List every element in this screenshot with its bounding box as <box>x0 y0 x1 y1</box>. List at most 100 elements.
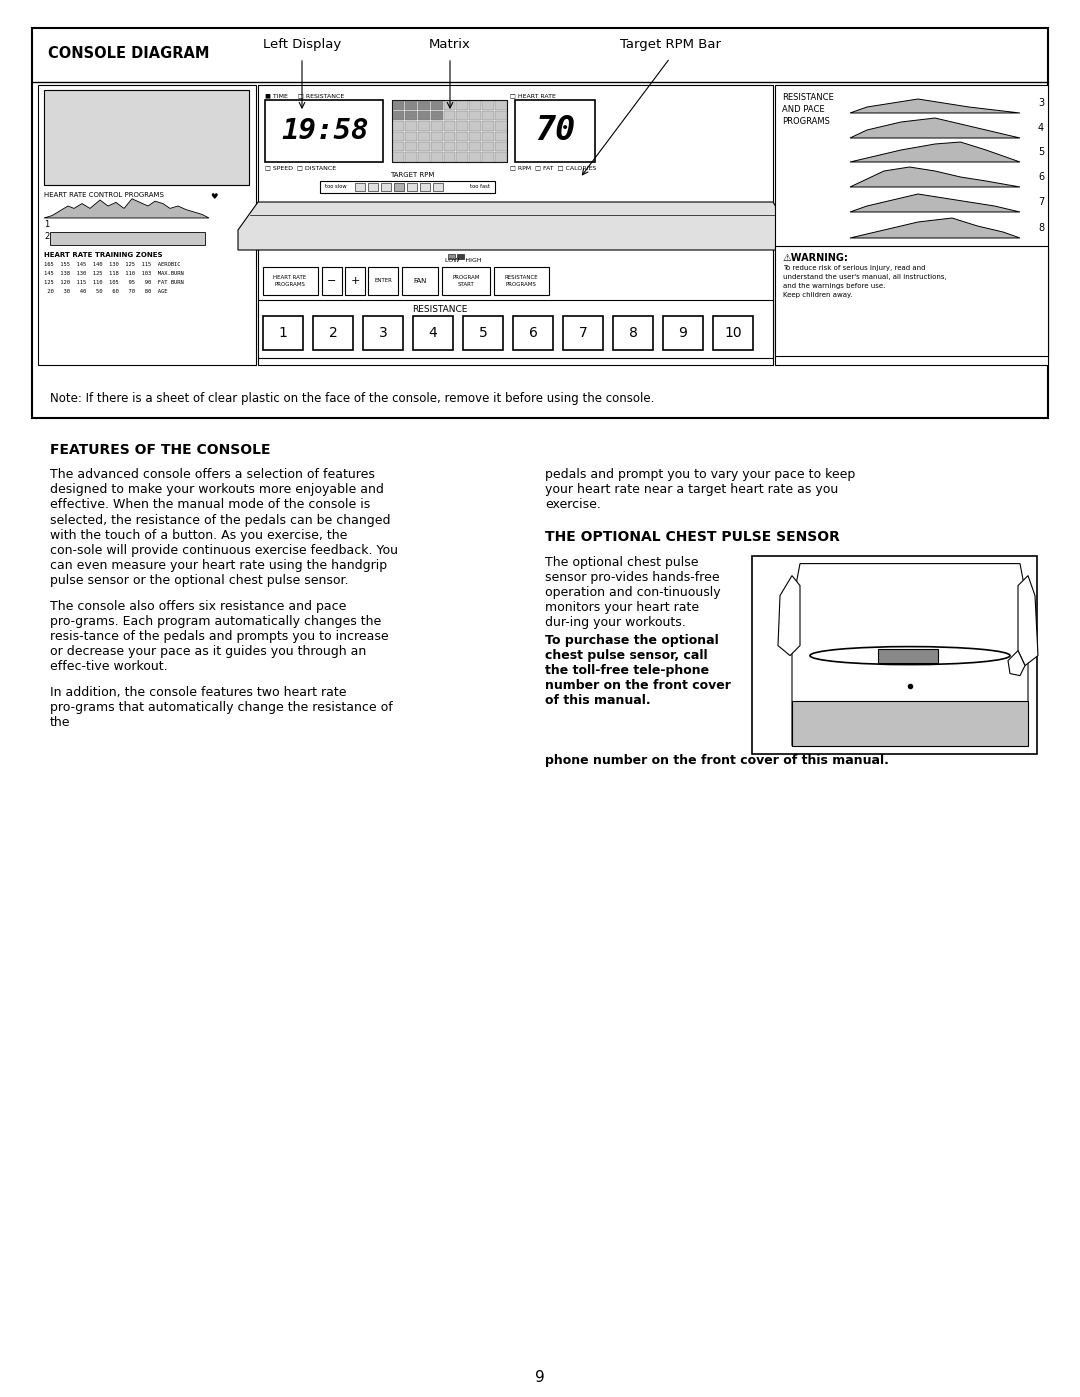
Text: designed to make your workouts more enjoyable and: designed to make your workouts more enjo… <box>50 483 383 496</box>
Bar <box>264 267 318 295</box>
Text: □ SPEED  □ DISTANCE: □ SPEED □ DISTANCE <box>265 165 336 170</box>
Text: resis-tance of the pedals and prompts you to increase: resis-tance of the pedals and prompts yo… <box>50 630 389 643</box>
Bar <box>457 110 468 120</box>
Polygon shape <box>238 203 789 250</box>
Text: dur-ing your workouts.: dur-ing your workouts. <box>545 616 686 630</box>
Text: with the touch of a button. As you exercise, the: with the touch of a button. As you exerc… <box>50 529 348 542</box>
Text: 9: 9 <box>535 1370 545 1384</box>
Bar <box>482 122 494 130</box>
Bar <box>44 89 249 184</box>
Text: 19:58: 19:58 <box>281 117 368 145</box>
Bar <box>482 152 494 162</box>
Bar <box>38 85 256 365</box>
Polygon shape <box>44 198 210 218</box>
Bar <box>431 142 443 151</box>
Text: effective. When the manual mode of the console is: effective. When the manual mode of the c… <box>50 499 370 511</box>
Bar <box>258 85 773 365</box>
Bar <box>495 142 507 151</box>
Bar <box>613 316 653 351</box>
Text: RESISTANCE
PROGRAMS: RESISTANCE PROGRAMS <box>504 275 538 286</box>
Text: can even measure your heart rate using the handgrip: can even measure your heart rate using t… <box>50 559 387 573</box>
Text: 8: 8 <box>1038 224 1044 233</box>
Bar <box>457 122 468 130</box>
Bar <box>264 316 303 351</box>
Bar <box>405 131 417 141</box>
Bar <box>392 101 404 110</box>
Bar <box>363 316 403 351</box>
Text: PROGRAM
START: PROGRAM START <box>453 275 480 286</box>
Bar <box>392 122 404 130</box>
Text: the: the <box>50 717 70 729</box>
Bar <box>442 267 490 295</box>
Text: □ RPM  □ FAT  □ CALORIES: □ RPM □ FAT □ CALORIES <box>510 165 596 170</box>
Text: RESISTANCE
AND PACE
PROGRAMS: RESISTANCE AND PACE PROGRAMS <box>782 94 834 126</box>
Text: 6: 6 <box>1038 172 1044 182</box>
Text: 1: 1 <box>44 219 50 229</box>
Bar <box>713 316 753 351</box>
Text: 2: 2 <box>328 326 337 339</box>
Text: FEATURES OF THE CONSOLE: FEATURES OF THE CONSOLE <box>50 443 270 457</box>
Bar <box>392 142 404 151</box>
Bar <box>431 131 443 141</box>
Bar <box>482 131 494 141</box>
Bar <box>313 316 353 351</box>
Text: 8: 8 <box>629 326 637 339</box>
Bar <box>495 122 507 130</box>
Text: 10: 10 <box>725 326 742 339</box>
Bar <box>513 316 553 351</box>
Polygon shape <box>1008 651 1025 676</box>
Bar <box>420 183 430 191</box>
Bar <box>444 142 456 151</box>
Bar <box>463 316 503 351</box>
Bar <box>407 183 417 191</box>
Bar <box>392 110 404 120</box>
Bar <box>32 28 1048 418</box>
Bar <box>413 316 453 351</box>
Text: HEART RATE TRAINING ZONES: HEART RATE TRAINING ZONES <box>44 251 162 258</box>
Bar <box>345 267 365 295</box>
Text: Target RPM Bar: Target RPM Bar <box>620 38 720 52</box>
Text: 5: 5 <box>1038 147 1044 156</box>
Text: 7: 7 <box>1038 197 1044 207</box>
Bar <box>495 110 507 120</box>
Text: 165  155  145  140  130  125  115  AEROBIC: 165 155 145 140 130 125 115 AEROBIC <box>44 263 180 267</box>
Bar <box>457 142 468 151</box>
Bar <box>431 110 443 120</box>
Bar <box>405 110 417 120</box>
Polygon shape <box>850 168 1020 187</box>
Bar <box>482 101 494 110</box>
Bar <box>752 556 1037 753</box>
Bar <box>444 152 456 162</box>
Bar <box>418 101 430 110</box>
Text: 5: 5 <box>478 326 487 339</box>
Polygon shape <box>850 142 1020 162</box>
Bar <box>444 131 456 141</box>
Text: 1: 1 <box>279 326 287 339</box>
Bar <box>469 142 481 151</box>
Text: 145  138  130  125  118  110  103  MAX.BURN: 145 138 130 125 118 110 103 MAX.BURN <box>44 271 184 277</box>
Bar <box>448 254 455 258</box>
Text: +: + <box>350 277 360 286</box>
Text: selected, the resistance of the pedals can be changed: selected, the resistance of the pedals c… <box>50 514 391 527</box>
Polygon shape <box>850 218 1020 237</box>
Bar <box>431 152 443 162</box>
Bar <box>775 246 1048 356</box>
Bar <box>444 110 456 120</box>
Bar <box>265 101 383 162</box>
Polygon shape <box>792 701 1028 746</box>
Bar <box>405 122 417 130</box>
Bar <box>381 183 391 191</box>
Text: too fast: too fast <box>470 184 490 190</box>
Text: pro-grams. Each program automatically changes the: pro-grams. Each program automatically ch… <box>50 615 381 627</box>
Text: In addition, the console features two heart rate: In addition, the console features two he… <box>50 686 347 698</box>
Text: pro-grams that automatically change the resistance of: pro-grams that automatically change the … <box>50 701 393 714</box>
Text: 70: 70 <box>535 115 576 148</box>
Text: pulse sensor or the optional chest pulse sensor.: pulse sensor or the optional chest pulse… <box>50 574 349 587</box>
Text: ■ TIME: ■ TIME <box>265 94 288 98</box>
Text: HEART RATE
PROGRAMS: HEART RATE PROGRAMS <box>273 275 307 286</box>
Bar <box>469 122 481 130</box>
Text: The advanced console offers a selection of features: The advanced console offers a selection … <box>50 468 375 481</box>
Bar <box>482 142 494 151</box>
Text: 9: 9 <box>678 326 688 339</box>
Bar <box>368 183 378 191</box>
